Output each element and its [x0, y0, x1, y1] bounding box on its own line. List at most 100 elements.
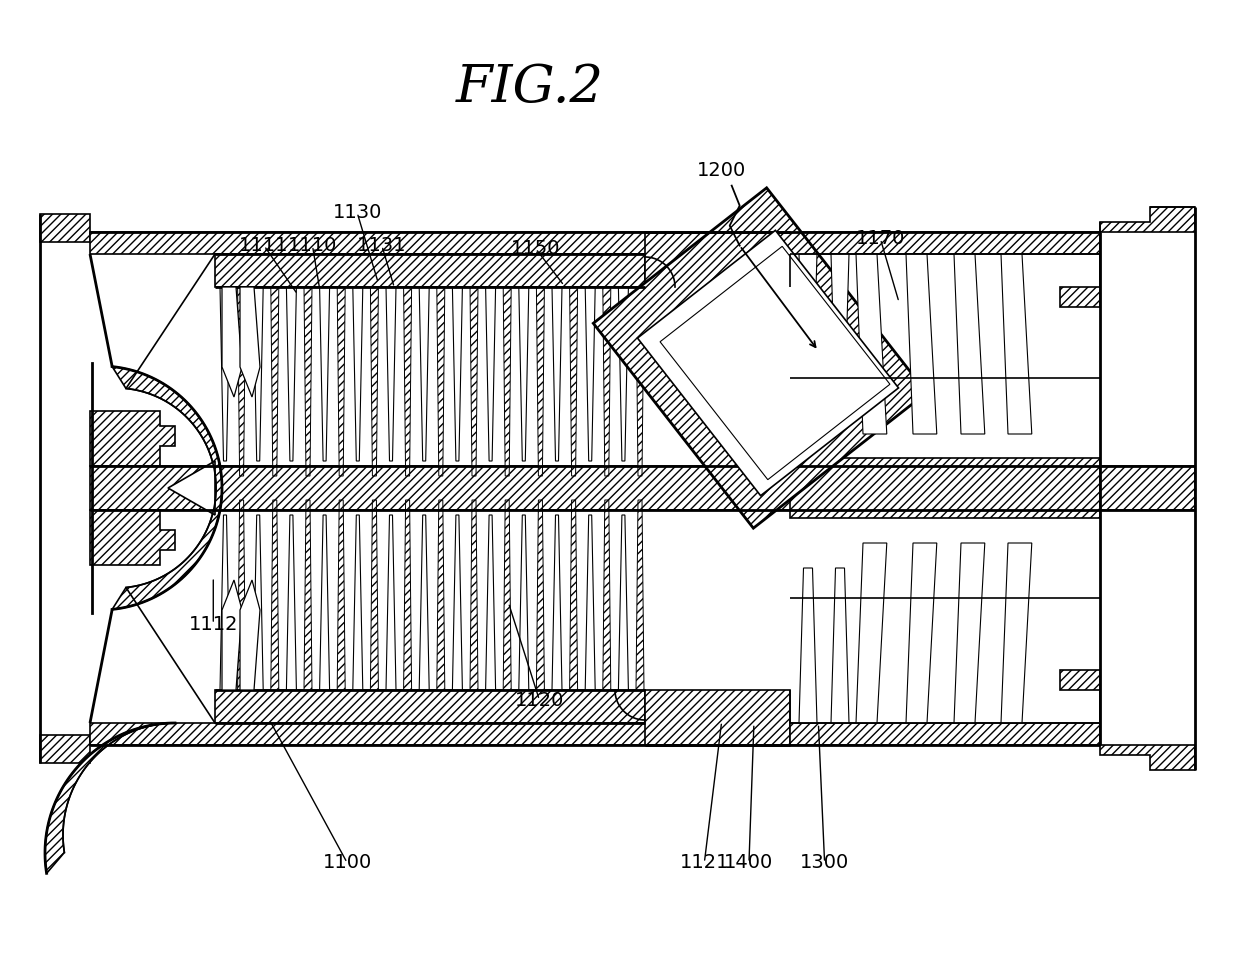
Polygon shape	[619, 287, 629, 461]
Polygon shape	[856, 543, 887, 723]
Polygon shape	[436, 500, 445, 690]
Text: 1170: 1170	[856, 229, 905, 249]
Text: FIG.2: FIG.2	[456, 62, 604, 113]
Polygon shape	[569, 500, 578, 690]
Polygon shape	[831, 568, 849, 723]
Polygon shape	[91, 411, 175, 466]
Polygon shape	[304, 500, 312, 690]
Polygon shape	[45, 723, 175, 874]
Polygon shape	[1100, 207, 1195, 232]
Polygon shape	[1100, 745, 1195, 770]
Polygon shape	[503, 287, 511, 476]
Polygon shape	[403, 500, 412, 690]
Polygon shape	[238, 500, 246, 690]
Polygon shape	[453, 515, 463, 690]
Polygon shape	[219, 515, 229, 690]
Polygon shape	[337, 500, 345, 690]
Polygon shape	[403, 287, 412, 476]
Polygon shape	[518, 515, 528, 690]
Polygon shape	[320, 515, 330, 690]
Text: 1150: 1150	[511, 239, 560, 258]
Text: 1110: 1110	[288, 236, 337, 255]
Text: 1300: 1300	[800, 853, 849, 873]
Polygon shape	[112, 367, 222, 609]
Polygon shape	[453, 287, 463, 461]
Polygon shape	[790, 458, 1100, 518]
Text: 1112: 1112	[188, 614, 238, 634]
Polygon shape	[91, 510, 175, 565]
Polygon shape	[253, 287, 263, 461]
Polygon shape	[386, 287, 396, 461]
Polygon shape	[552, 515, 562, 690]
Polygon shape	[603, 500, 611, 690]
Polygon shape	[419, 515, 429, 690]
Polygon shape	[1001, 254, 1032, 434]
Polygon shape	[353, 515, 363, 690]
Polygon shape	[486, 515, 496, 690]
Polygon shape	[954, 254, 985, 434]
Polygon shape	[40, 735, 91, 763]
Polygon shape	[91, 232, 660, 254]
Polygon shape	[486, 287, 496, 461]
Polygon shape	[222, 287, 242, 397]
Polygon shape	[40, 214, 91, 242]
Polygon shape	[470, 500, 477, 690]
Polygon shape	[219, 287, 229, 461]
Polygon shape	[353, 287, 363, 461]
Polygon shape	[1060, 232, 1100, 307]
Polygon shape	[286, 515, 296, 690]
Polygon shape	[856, 254, 887, 434]
Polygon shape	[167, 461, 215, 515]
Polygon shape	[799, 568, 817, 723]
Polygon shape	[253, 515, 263, 690]
Polygon shape	[270, 287, 279, 476]
Polygon shape	[660, 247, 890, 480]
Polygon shape	[585, 515, 595, 690]
Polygon shape	[419, 287, 429, 461]
Text: 1111: 1111	[239, 236, 289, 255]
Polygon shape	[619, 515, 629, 690]
Polygon shape	[286, 287, 296, 461]
Polygon shape	[637, 230, 899, 495]
Polygon shape	[645, 232, 790, 287]
Polygon shape	[585, 287, 595, 461]
Polygon shape	[371, 500, 378, 690]
Polygon shape	[593, 188, 926, 528]
Polygon shape	[537, 500, 544, 690]
Polygon shape	[603, 287, 611, 476]
Polygon shape	[386, 515, 396, 690]
Polygon shape	[241, 287, 260, 397]
Polygon shape	[569, 287, 578, 476]
Text: 1131: 1131	[357, 236, 407, 255]
Polygon shape	[636, 287, 644, 476]
Polygon shape	[645, 690, 790, 745]
Text: 1121: 1121	[680, 853, 729, 873]
Polygon shape	[1060, 670, 1100, 745]
Text: 1200: 1200	[697, 161, 746, 180]
Polygon shape	[518, 287, 528, 461]
Polygon shape	[954, 543, 985, 723]
Polygon shape	[790, 723, 1100, 745]
Polygon shape	[337, 287, 345, 476]
Polygon shape	[241, 580, 260, 690]
Polygon shape	[320, 287, 330, 461]
Polygon shape	[215, 690, 645, 723]
Polygon shape	[304, 287, 312, 476]
Polygon shape	[371, 287, 378, 476]
Polygon shape	[537, 287, 544, 476]
Text: 1120: 1120	[515, 690, 564, 710]
Polygon shape	[470, 287, 477, 476]
Polygon shape	[270, 500, 279, 690]
Polygon shape	[436, 287, 445, 476]
Polygon shape	[222, 580, 242, 690]
Polygon shape	[503, 500, 511, 690]
Polygon shape	[215, 254, 645, 287]
Polygon shape	[238, 287, 246, 476]
Text: 1100: 1100	[322, 853, 372, 873]
Polygon shape	[790, 232, 1100, 254]
Polygon shape	[831, 254, 849, 409]
Polygon shape	[552, 287, 562, 461]
Polygon shape	[91, 466, 1195, 510]
Polygon shape	[91, 723, 660, 745]
Polygon shape	[906, 254, 936, 434]
